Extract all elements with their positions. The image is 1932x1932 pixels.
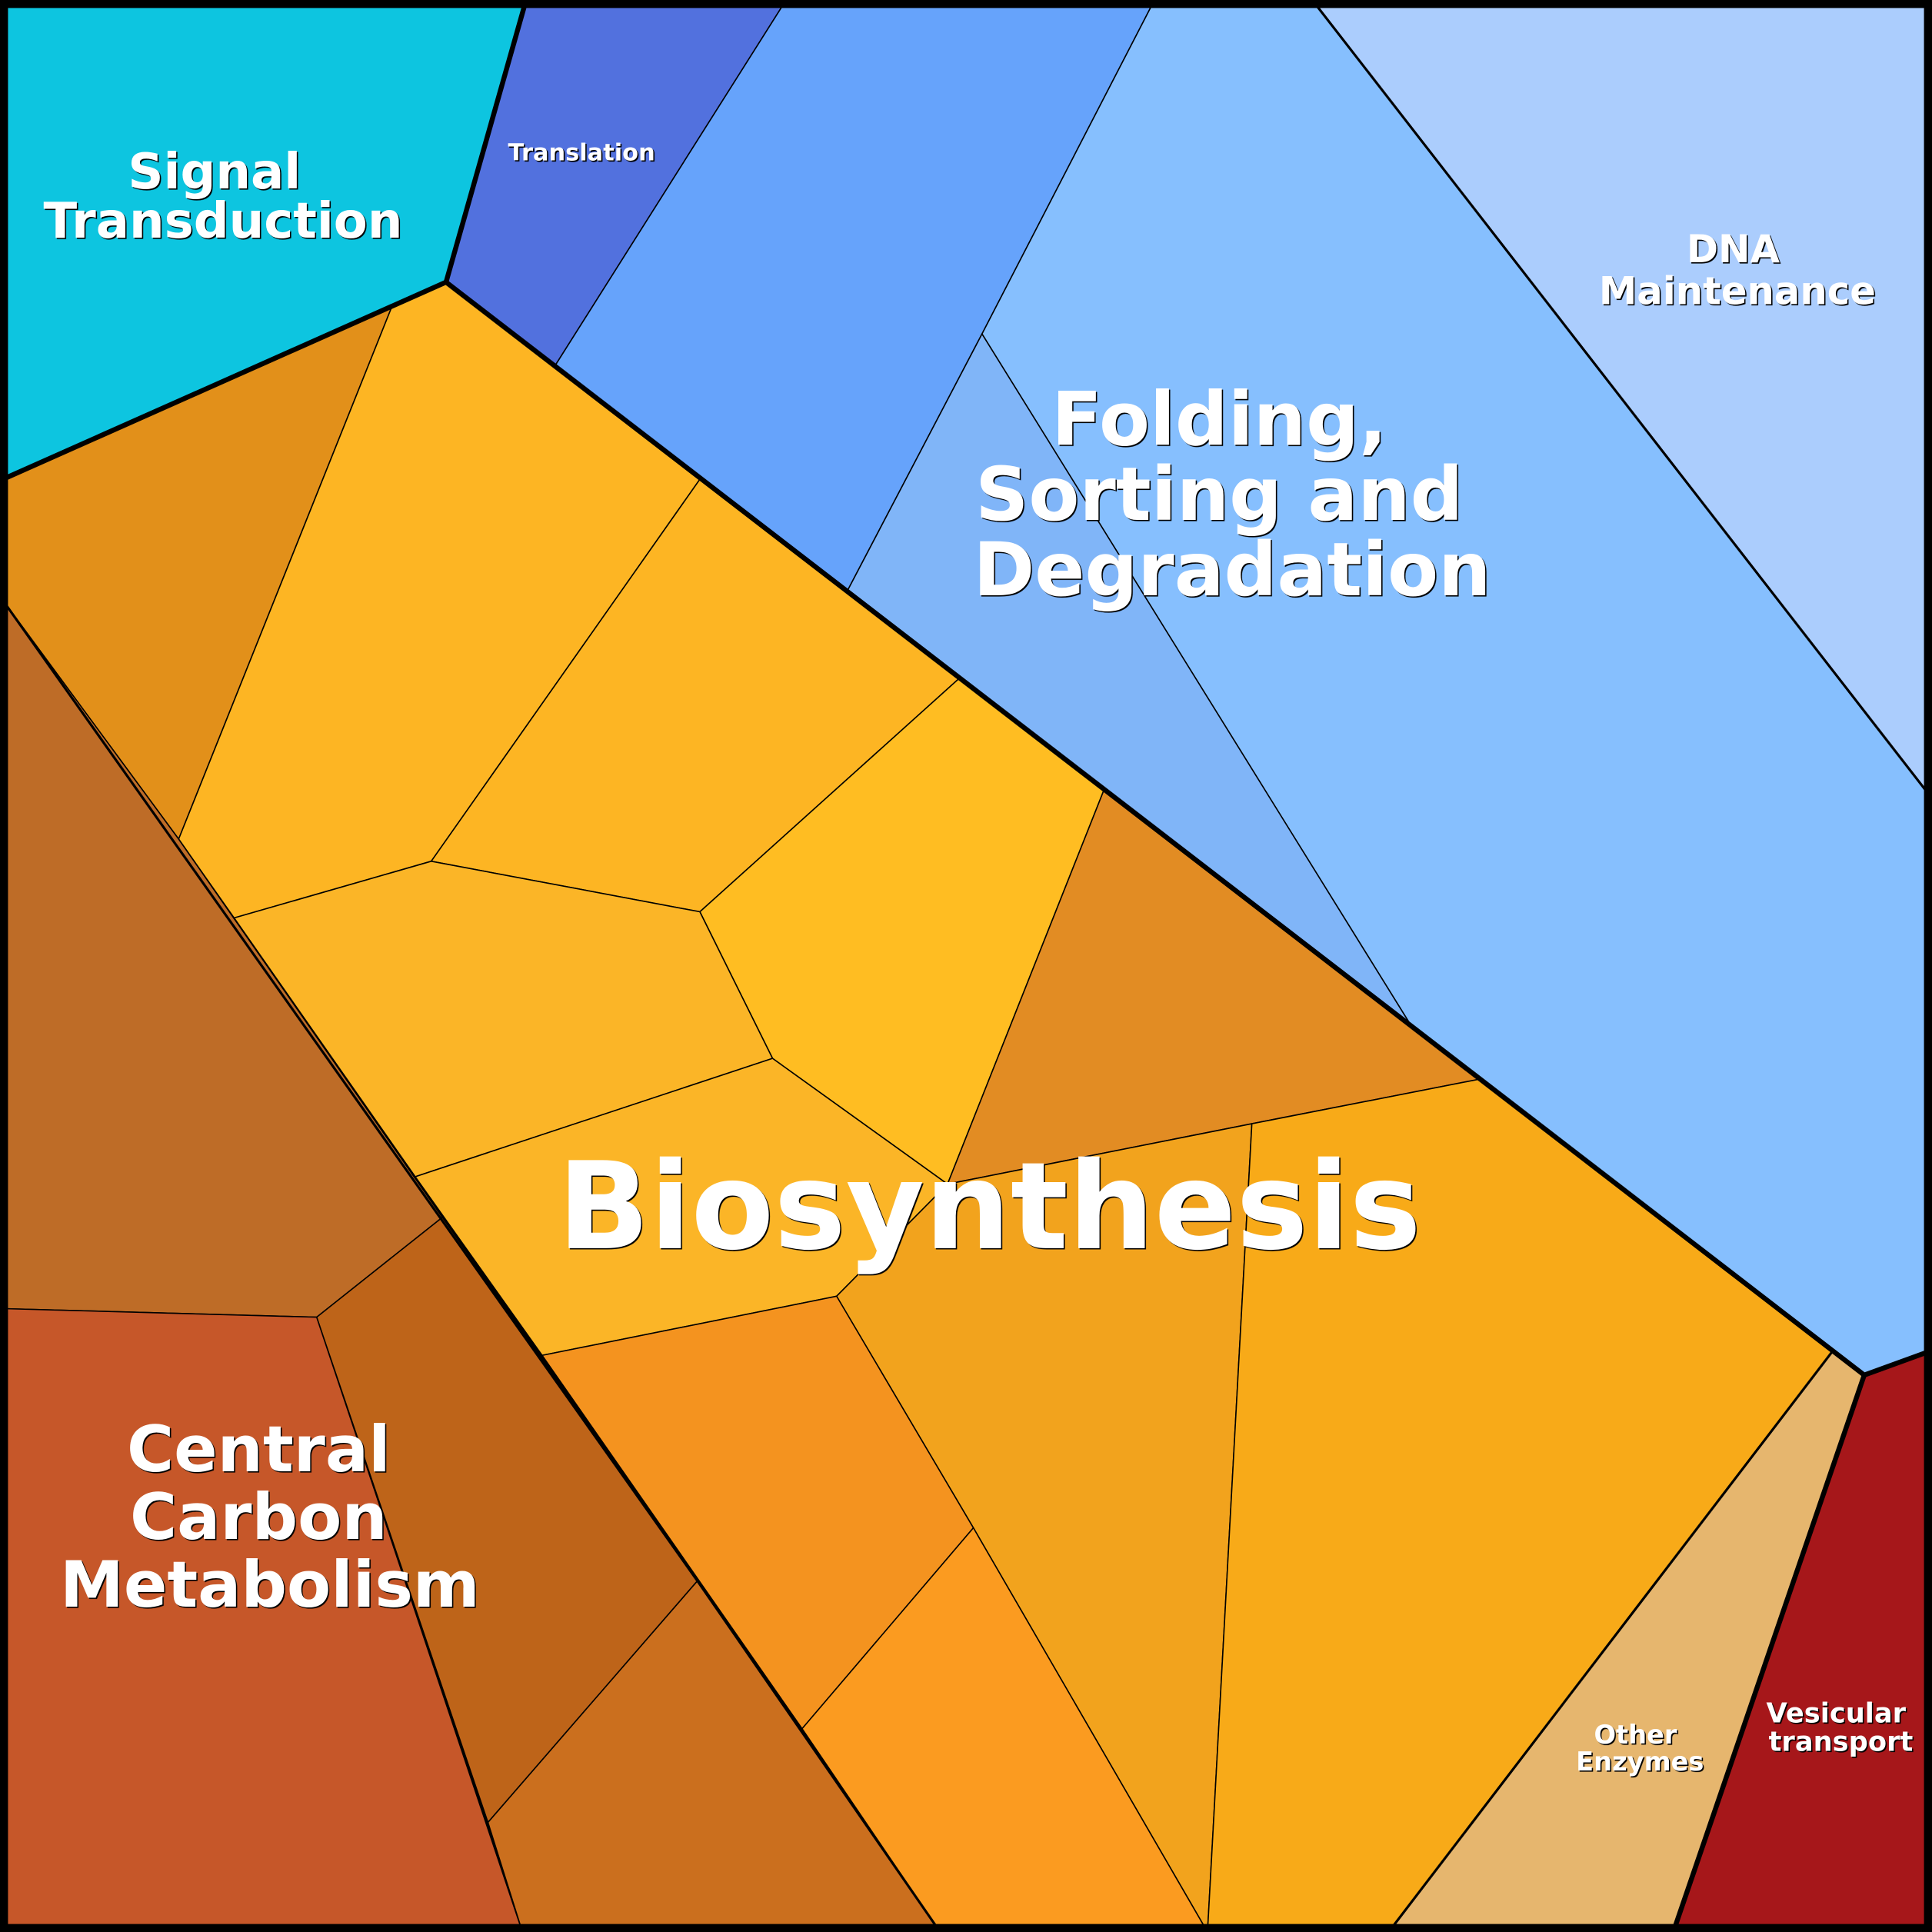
- label-central-carbon-metabolism: Central Carbon Metabolism: [60, 1412, 480, 1622]
- cell-central-carbon-3[interactable]: [0, 1307, 524, 1932]
- label-vesicular-transport: Vesicular transport: [1767, 1698, 1916, 1758]
- label-signal-transduction: Signal Transduction: [43, 144, 402, 250]
- label-translation: Translation: [508, 139, 655, 166]
- label-other-enzymes: Other Enzymes: [1576, 1720, 1704, 1777]
- cell-biosynthesis-6[interactable]: [233, 861, 774, 1178]
- labels: Signal Transduction Translation Folding,…: [43, 139, 1916, 1777]
- label-dna-maintenance: DNA Maintenance: [1599, 227, 1876, 313]
- label-biosynthesis: Biosynthesis: [558, 1137, 1421, 1277]
- label-folding-sorting-degradation: Folding, Sorting and Degradation: [974, 376, 1491, 612]
